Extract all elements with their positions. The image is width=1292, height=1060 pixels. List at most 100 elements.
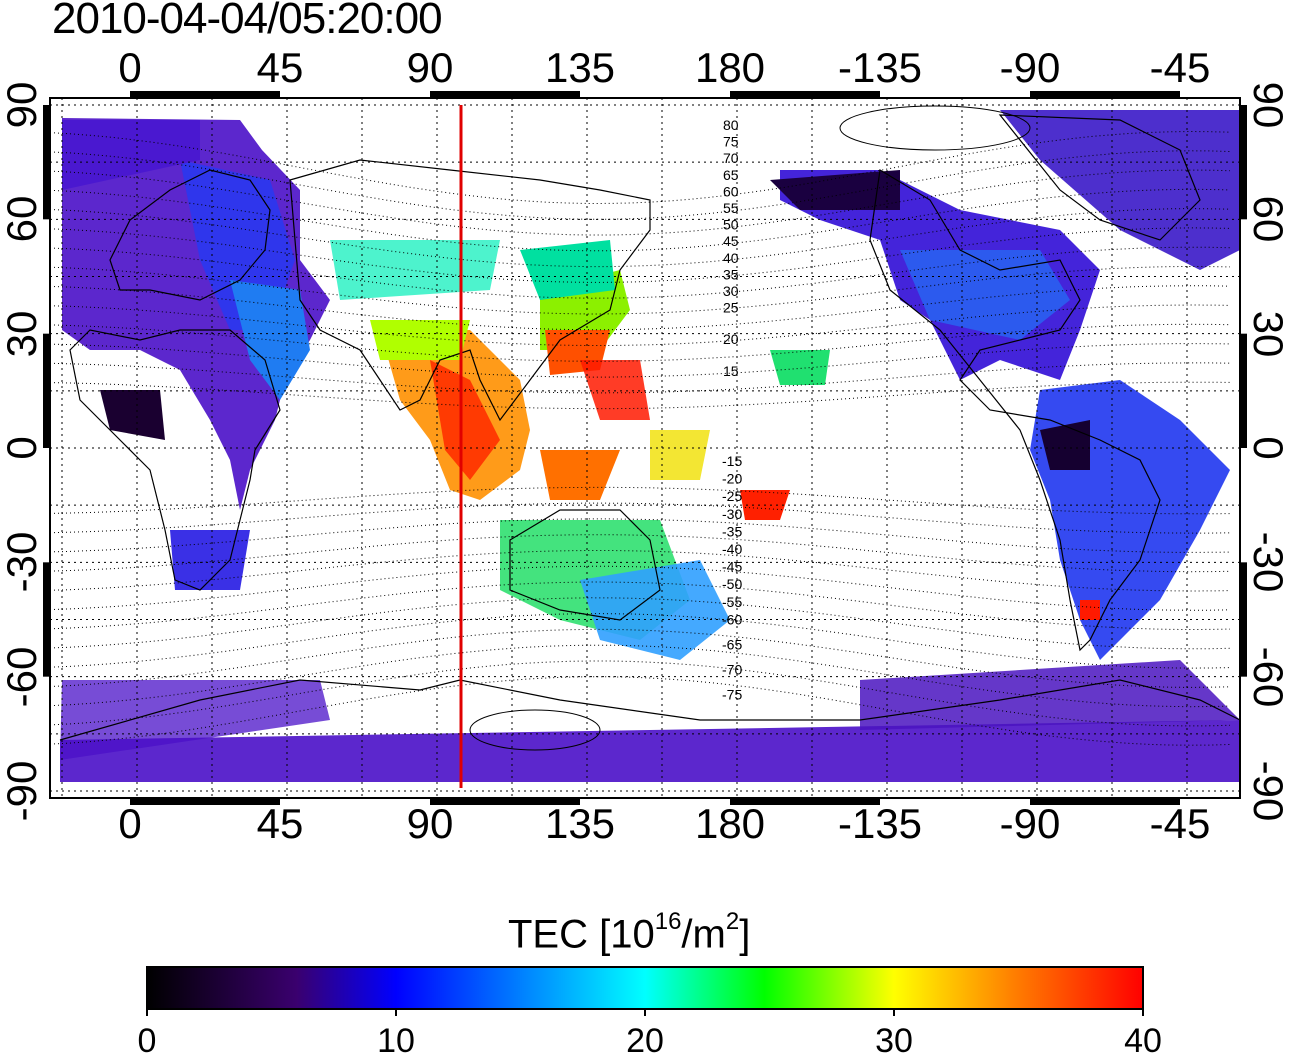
magnetic-latitude-label: 65 — [723, 167, 739, 183]
magnetic-latitude-label: 50 — [723, 217, 739, 233]
latitude-tick-label: -90 — [1245, 760, 1292, 822]
colorbar-ticks — [146, 1009, 1144, 1016]
latitude-tick-label: 60 — [0, 195, 45, 243]
magnetic-latitude-label: 75 — [723, 134, 739, 150]
map-title: 2010-04-04/05:20:00 — [52, 0, 443, 43]
magnetic-latitude-label: -45 — [722, 559, 742, 575]
latitude-tick-label: -60 — [1245, 646, 1292, 708]
longitude-tick-label: 90 — [406, 800, 454, 847]
colorbar-tick-label: 10 — [377, 1022, 415, 1060]
frame-tick-bars — [43, 91, 1247, 805]
magnetic-latitude-label: 60 — [723, 183, 739, 199]
magnetic-contour — [50, 362, 1231, 394]
longitude-tick-label: 180 — [694, 44, 766, 91]
magnetic-latitude-label: 80 — [723, 117, 739, 133]
magnetic-latitude-label: -50 — [722, 576, 742, 592]
frame-bar — [730, 798, 880, 805]
longitude-tick-label: -90 — [999, 800, 1061, 847]
magnetic-latitude-label: 55 — [723, 200, 739, 216]
frame-bar — [43, 562, 50, 677]
magnetic-contour — [50, 285, 1231, 331]
magnetic-latitude-label: -15 — [722, 453, 742, 469]
longitude-tick-label: -135 — [837, 800, 923, 847]
magnetic-contour — [50, 581, 1231, 631]
magnetic-latitude-contours — [50, 105, 1231, 751]
latitude-tick-label: 90 — [0, 81, 45, 129]
longitude-tick-label: 90 — [406, 44, 454, 91]
latitude-tick-label: -30 — [0, 531, 45, 593]
frame-bar — [1240, 105, 1247, 220]
frame-bar — [1240, 333, 1247, 448]
frame-bar — [430, 798, 580, 805]
magnetic-latitude-label: 40 — [723, 250, 739, 266]
frame-bar — [130, 91, 280, 98]
latitude-tick-label: 90 — [1245, 81, 1292, 129]
latitude-tick-label: 30 — [0, 310, 45, 358]
magnetic-pole-contour — [839, 105, 1031, 151]
longitude-tick-label: 0 — [118, 800, 142, 847]
colorbar-tick-label: 30 — [875, 1022, 913, 1060]
frame-bar — [1030, 91, 1180, 98]
lat-lon-grid — [50, 98, 1240, 798]
magnetic-contour — [50, 486, 1231, 515]
magnetic-latitude-label: 15 — [723, 363, 739, 379]
latitude-tick-label: 60 — [1245, 195, 1292, 243]
longitude-tick-label: -90 — [999, 44, 1061, 91]
magnetic-contour — [50, 381, 1231, 410]
frame-bar — [430, 91, 580, 98]
longitude-tick-label: 45 — [256, 800, 304, 847]
magnetic-latitude-label: -55 — [722, 594, 742, 610]
longitude-tick-label: 180 — [694, 800, 766, 847]
longitude-tick-label: 135 — [544, 800, 616, 847]
frame-bar — [1030, 798, 1180, 805]
longitude-tick-label: 45 — [256, 44, 304, 91]
frame-bar — [130, 798, 280, 805]
magnetic-latitude-label: 35 — [723, 266, 739, 282]
magnetic-latitude-label: 45 — [723, 233, 739, 249]
longitude-tick-label: 0 — [118, 44, 142, 91]
magnetic-contour — [50, 502, 1231, 534]
latitude-tick-label: 0 — [1245, 436, 1292, 460]
magnetic-latitude-label: 25 — [723, 300, 739, 316]
frame-bar — [1240, 562, 1247, 677]
magnetic-latitude-label: -60 — [722, 611, 742, 627]
magnetic-pole-contour — [469, 709, 601, 751]
colorbar-tick-label: 40 — [1124, 1022, 1162, 1060]
magnetic-contour — [50, 597, 1231, 650]
magnetic-contour — [50, 676, 1231, 746]
latitude-tick-label: -60 — [0, 646, 45, 708]
latitude-tick-label: -90 — [0, 760, 45, 822]
magnetic-contour — [50, 246, 1231, 299]
magnetic-contour — [50, 265, 1231, 315]
longitude-tick-label: -45 — [1149, 44, 1211, 91]
magnetic-latitude-label: -30 — [722, 506, 742, 522]
magnetic-latitude-label: -75 — [722, 687, 742, 703]
magnetic-latitude-label: 70 — [723, 150, 739, 166]
coastlines — [59, 114, 1240, 741]
latitude-tick-label: 0 — [0, 436, 45, 460]
magnetic-latitude-label: -40 — [722, 541, 742, 557]
magnetic-latitude-label: -35 — [722, 523, 742, 539]
magnetic-latitude-label: -65 — [722, 637, 742, 653]
colorbar-tick-label: 0 — [137, 1022, 157, 1060]
magnetic-latitude-label: -20 — [722, 471, 742, 487]
colorbar-label: TEC [1016/m2] — [508, 908, 751, 957]
latitude-tick-label: -30 — [1245, 531, 1292, 593]
longitude-tick-label: -45 — [1149, 800, 1211, 847]
tec-data-layer — [60, 110, 1240, 782]
latitude-tick-label: 30 — [1245, 310, 1292, 358]
frame-bar — [43, 105, 50, 220]
magnetic-contour — [50, 565, 1231, 611]
longitude-tick-label: -135 — [837, 44, 923, 91]
colorbar-tick-label: 20 — [626, 1022, 664, 1060]
frame-bar — [730, 91, 880, 98]
magnetic-latitude-label: 20 — [723, 331, 739, 347]
frame-bar — [43, 333, 50, 448]
magnetic-latitude-label: -25 — [722, 488, 742, 504]
longitude-tick-label: 135 — [544, 44, 616, 91]
colorbar — [146, 966, 1144, 1010]
magnetic-latitude-label: -70 — [722, 662, 742, 678]
magnetic-latitude-label: 30 — [723, 283, 739, 299]
